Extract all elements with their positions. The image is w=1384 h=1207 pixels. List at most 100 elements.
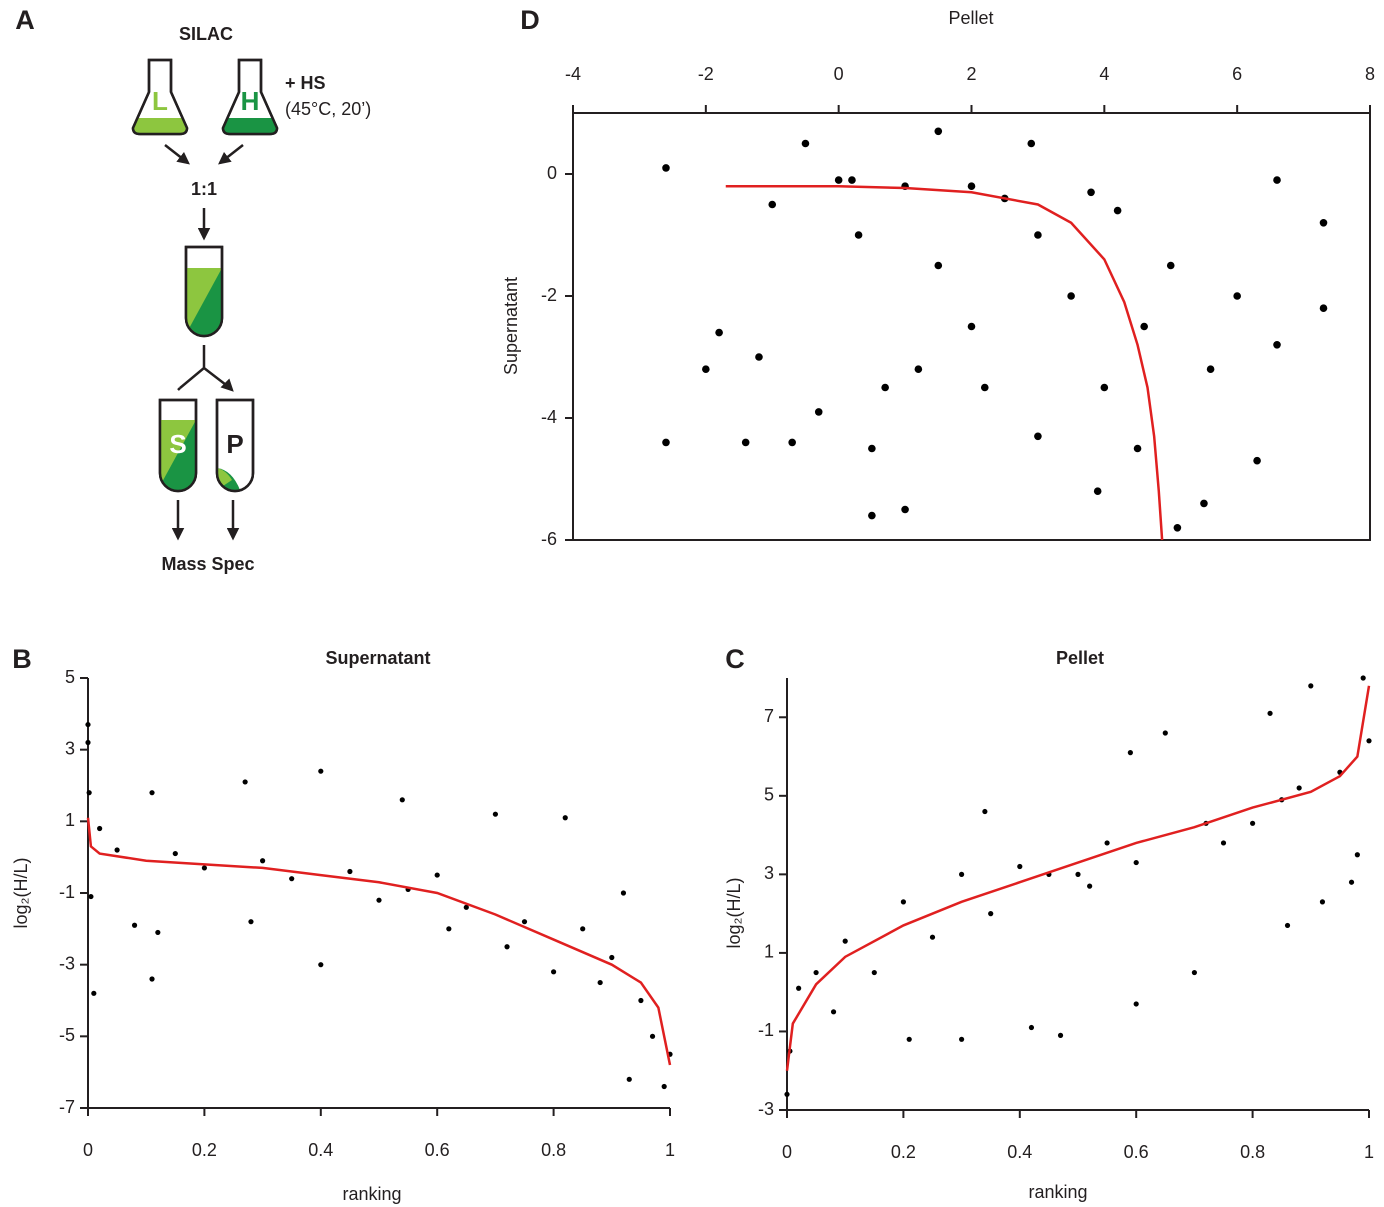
x-axis-label: ranking [342, 1184, 401, 1204]
data-point [784, 1091, 790, 1097]
data-point [848, 176, 856, 184]
data-point [1133, 444, 1142, 453]
data-point [662, 164, 670, 172]
data-point [934, 261, 943, 270]
data-point [86, 790, 92, 796]
x-tick-label: 0.8 [1240, 1142, 1265, 1162]
x-tick-label: -4 [565, 64, 581, 84]
chart-title: Supernatant [325, 648, 430, 668]
x-axis-label: Pellet [948, 8, 993, 28]
flask-outline [131, 58, 189, 136]
data-point [638, 997, 644, 1004]
y-tick-label: 3 [764, 863, 774, 883]
data-point [318, 768, 324, 774]
x-tick-label: 1 [1364, 1142, 1374, 1162]
data-point [376, 897, 382, 903]
data-point [399, 797, 405, 803]
data-point [702, 365, 710, 374]
data-point [149, 790, 155, 796]
flask-liquid [133, 118, 187, 134]
data-point [248, 919, 254, 925]
heavy-label: H [241, 86, 260, 116]
x-tick-label: 0 [782, 1142, 792, 1162]
data-point [1166, 261, 1175, 270]
chart: 0 0.2 0.4 0.6 0.8 1 -3 -1 1 3 5 7 Pellet ranking log₂(… [724, 648, 1374, 1202]
data-point [868, 444, 876, 453]
data-point [1162, 730, 1168, 736]
data-point [868, 511, 876, 520]
y-tick-label: -5 [59, 1025, 75, 1045]
data-point [1104, 840, 1110, 846]
data-point [1284, 922, 1291, 929]
y-tick-label: 0 [547, 163, 557, 183]
data-point [1113, 206, 1122, 215]
data-point [830, 1009, 837, 1015]
data-point [768, 200, 777, 209]
data-point [796, 985, 802, 991]
y-axis-label: log₂(H/L) [724, 877, 744, 948]
data-point [755, 353, 763, 361]
y-tick-label: 5 [764, 785, 774, 805]
data-point [1319, 219, 1328, 227]
y-tick-label: 3 [65, 738, 75, 758]
data-point [1360, 675, 1366, 681]
y-axis-label: log₂(H/L) [11, 857, 31, 928]
panel-label: C [725, 644, 745, 674]
data-point [813, 969, 819, 976]
y-tick-label: -1 [59, 882, 75, 902]
data-point [1319, 304, 1328, 313]
y-tick-label: 5 [65, 667, 75, 687]
data-point [1220, 840, 1227, 846]
data-point [854, 231, 863, 239]
x-tick-label: 0.8 [541, 1140, 566, 1160]
y-tick-label: -4 [541, 407, 557, 427]
arrow [164, 144, 190, 165]
data-point [504, 944, 510, 950]
data-point [597, 979, 603, 986]
data-point [1233, 292, 1241, 300]
flask-outline [221, 58, 279, 136]
y-tick-label: -7 [59, 1097, 75, 1117]
data-point [1140, 322, 1148, 331]
data-point [871, 969, 877, 976]
y-tick-label: 1 [764, 942, 774, 962]
panel-label: A [15, 5, 35, 35]
arrow [218, 144, 244, 165]
data-point [1093, 487, 1102, 496]
tube-outline [215, 398, 255, 493]
treatment: + HS [285, 73, 326, 93]
readout: Mass Spec [161, 554, 254, 574]
data-point [801, 139, 810, 148]
x-tick-label: 2 [966, 64, 976, 84]
y-tick-label: -1 [758, 1020, 774, 1040]
data-point [1319, 899, 1326, 905]
data-point [580, 926, 586, 932]
data-point [929, 934, 936, 940]
data-point [1133, 1001, 1139, 1007]
data-point [1027, 139, 1036, 148]
data-point [85, 739, 91, 746]
data-point [446, 926, 452, 932]
data-point [1366, 738, 1372, 744]
data-point [901, 505, 909, 514]
tube-outline [158, 398, 198, 493]
data-point [1253, 456, 1261, 465]
data-point [906, 1036, 912, 1042]
panel-label: D [520, 5, 540, 35]
mix-ratio: 1:1 [191, 179, 217, 199]
split [179, 345, 231, 389]
pellet-label: P [226, 429, 243, 459]
data-point [434, 872, 440, 878]
data-point [1017, 863, 1023, 870]
data-point [834, 176, 843, 184]
x-tick-label: 0.4 [1007, 1142, 1032, 1162]
data-point [149, 976, 155, 982]
data-point [934, 127, 943, 136]
data-point [967, 182, 976, 190]
data-point [463, 904, 469, 910]
x-tick-label: 6 [1232, 64, 1242, 84]
data-point [1075, 871, 1081, 877]
data-point [914, 365, 923, 374]
data-point [662, 438, 670, 447]
data-point [492, 811, 498, 817]
